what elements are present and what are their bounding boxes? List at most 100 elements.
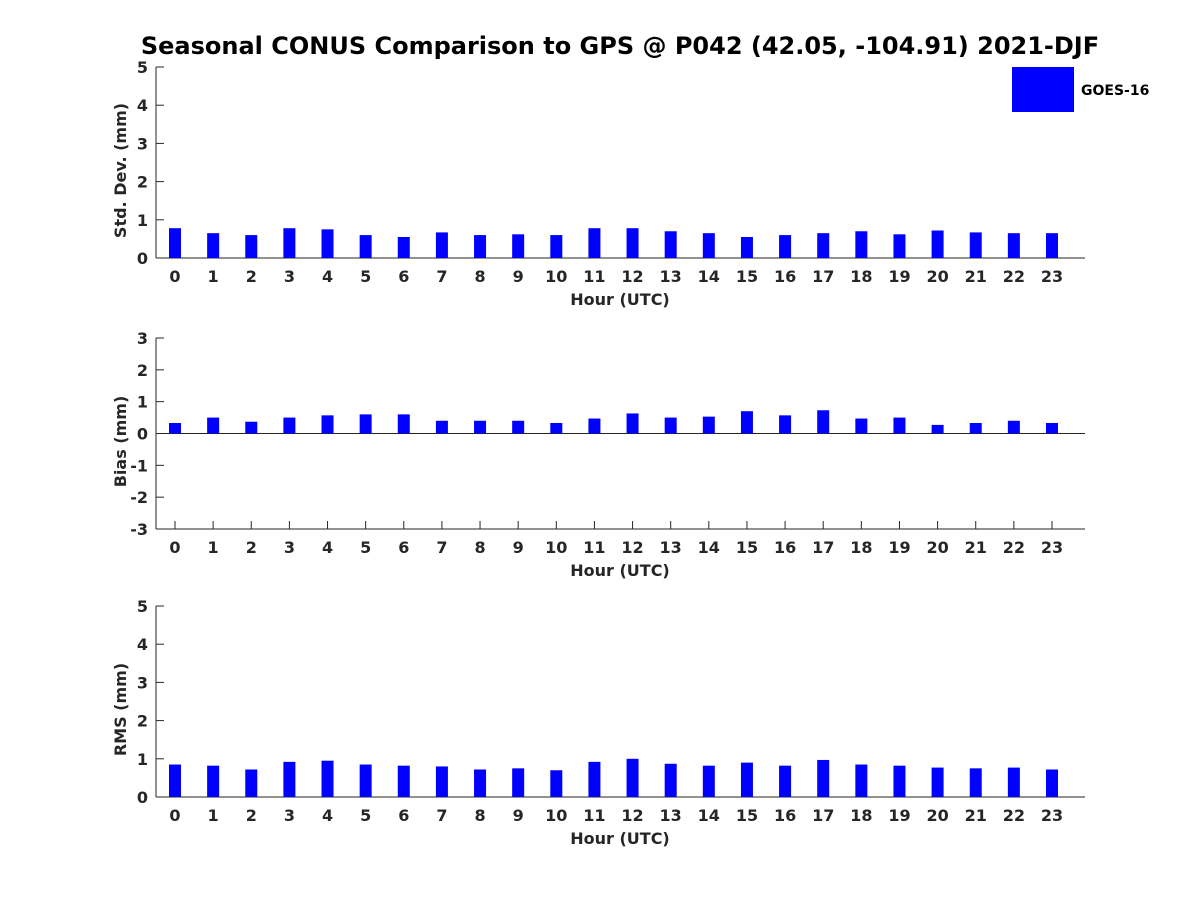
bar	[245, 421, 258, 434]
x-tick-label: 5	[360, 538, 371, 557]
bar	[893, 765, 906, 797]
x-tick-label: 19	[888, 806, 910, 825]
bar	[435, 232, 448, 258]
x-axis-label: Hour (UTC)	[570, 829, 670, 848]
legend: GOES-16	[1012, 67, 1149, 112]
bar	[779, 765, 792, 797]
bar	[664, 417, 677, 434]
bar	[740, 236, 753, 258]
x-tick-label: 4	[322, 806, 333, 825]
bar	[207, 233, 220, 258]
x-tick-label: 13	[660, 538, 682, 557]
y-axis-label: Bias (mm)	[111, 396, 130, 488]
x-tick-label: 23	[1041, 538, 1063, 557]
bar	[588, 418, 601, 434]
bar	[855, 231, 868, 258]
bar	[321, 760, 334, 797]
bar	[626, 228, 639, 258]
x-tick-label: 23	[1041, 806, 1063, 825]
bar	[1007, 767, 1020, 797]
x-tick-label: 20	[926, 267, 948, 286]
bar	[474, 769, 487, 797]
x-tick-label: 11	[583, 806, 605, 825]
bar	[550, 235, 563, 258]
y-axis-label: Std. Dev. (mm)	[111, 103, 130, 238]
x-tick-label: 3	[284, 806, 295, 825]
bar	[626, 758, 639, 797]
bar	[512, 420, 525, 434]
y-tick-label: 3	[137, 134, 148, 153]
x-tick-label: 9	[513, 538, 524, 557]
x-tick-label: 22	[1003, 806, 1025, 825]
bar	[169, 764, 181, 797]
y-tick-label: 2	[137, 712, 148, 731]
y-tick-label: 5	[137, 597, 148, 616]
bar	[435, 766, 448, 797]
x-tick-label: 15	[736, 538, 758, 557]
y-tick-label: 0	[137, 425, 148, 444]
bar	[588, 228, 601, 258]
x-tick-label: 0	[169, 267, 180, 286]
x-tick-label: 4	[322, 267, 333, 286]
y-tick-label: -1	[130, 456, 148, 475]
bar	[435, 420, 448, 434]
x-tick-label: 8	[474, 538, 485, 557]
x-tick-label: 9	[513, 267, 524, 286]
bar	[1045, 769, 1058, 797]
bar	[207, 417, 220, 434]
bar	[855, 418, 868, 434]
x-tick-label: 21	[965, 806, 987, 825]
x-tick-label: 7	[436, 267, 447, 286]
bar	[512, 768, 525, 797]
bar	[550, 770, 563, 797]
x-tick-label: 18	[850, 267, 872, 286]
x-tick-label: 23	[1041, 267, 1063, 286]
bar	[169, 228, 181, 258]
bar	[169, 422, 181, 434]
y-tick-label: 4	[137, 635, 148, 654]
x-tick-label: 1	[208, 267, 219, 286]
x-tick-label: 18	[850, 806, 872, 825]
x-tick-label: 12	[621, 267, 643, 286]
bar	[855, 764, 868, 797]
bar	[397, 765, 410, 797]
y-tick-label: 2	[137, 361, 148, 380]
x-tick-label: 21	[965, 267, 987, 286]
y-tick-label: 3	[137, 673, 148, 692]
x-tick-label: 18	[850, 538, 872, 557]
x-tick-label: 16	[774, 538, 796, 557]
x-tick-label: 15	[736, 806, 758, 825]
x-tick-label: 8	[474, 267, 485, 286]
x-tick-label: 5	[360, 267, 371, 286]
x-tick-label: 7	[436, 538, 447, 557]
y-tick-label: 5	[137, 58, 148, 77]
y-tick-label: 0	[137, 788, 148, 807]
bar	[817, 233, 830, 258]
bar	[245, 235, 258, 258]
x-tick-label: 14	[698, 806, 720, 825]
x-tick-label: 2	[246, 538, 257, 557]
x-tick-label: 16	[774, 267, 796, 286]
x-tick-label: 5	[360, 806, 371, 825]
x-tick-label: 17	[812, 806, 834, 825]
x-tick-label: 12	[621, 538, 643, 557]
bar	[893, 417, 906, 434]
bar	[474, 235, 487, 258]
bar	[1007, 420, 1020, 434]
bar	[702, 765, 715, 797]
bar	[702, 416, 715, 434]
y-tick-label: 2	[137, 173, 148, 192]
x-tick-label: 6	[398, 538, 409, 557]
x-tick-label: 14	[698, 267, 720, 286]
bar	[321, 229, 334, 258]
chart-title: Seasonal CONUS Comparison to GPS @ P042 …	[141, 32, 1099, 60]
bar	[588, 761, 601, 797]
x-tick-label: 19	[888, 538, 910, 557]
bar	[245, 769, 258, 797]
bar	[740, 762, 753, 797]
y-tick-label: 0	[137, 249, 148, 268]
bar	[664, 231, 677, 258]
